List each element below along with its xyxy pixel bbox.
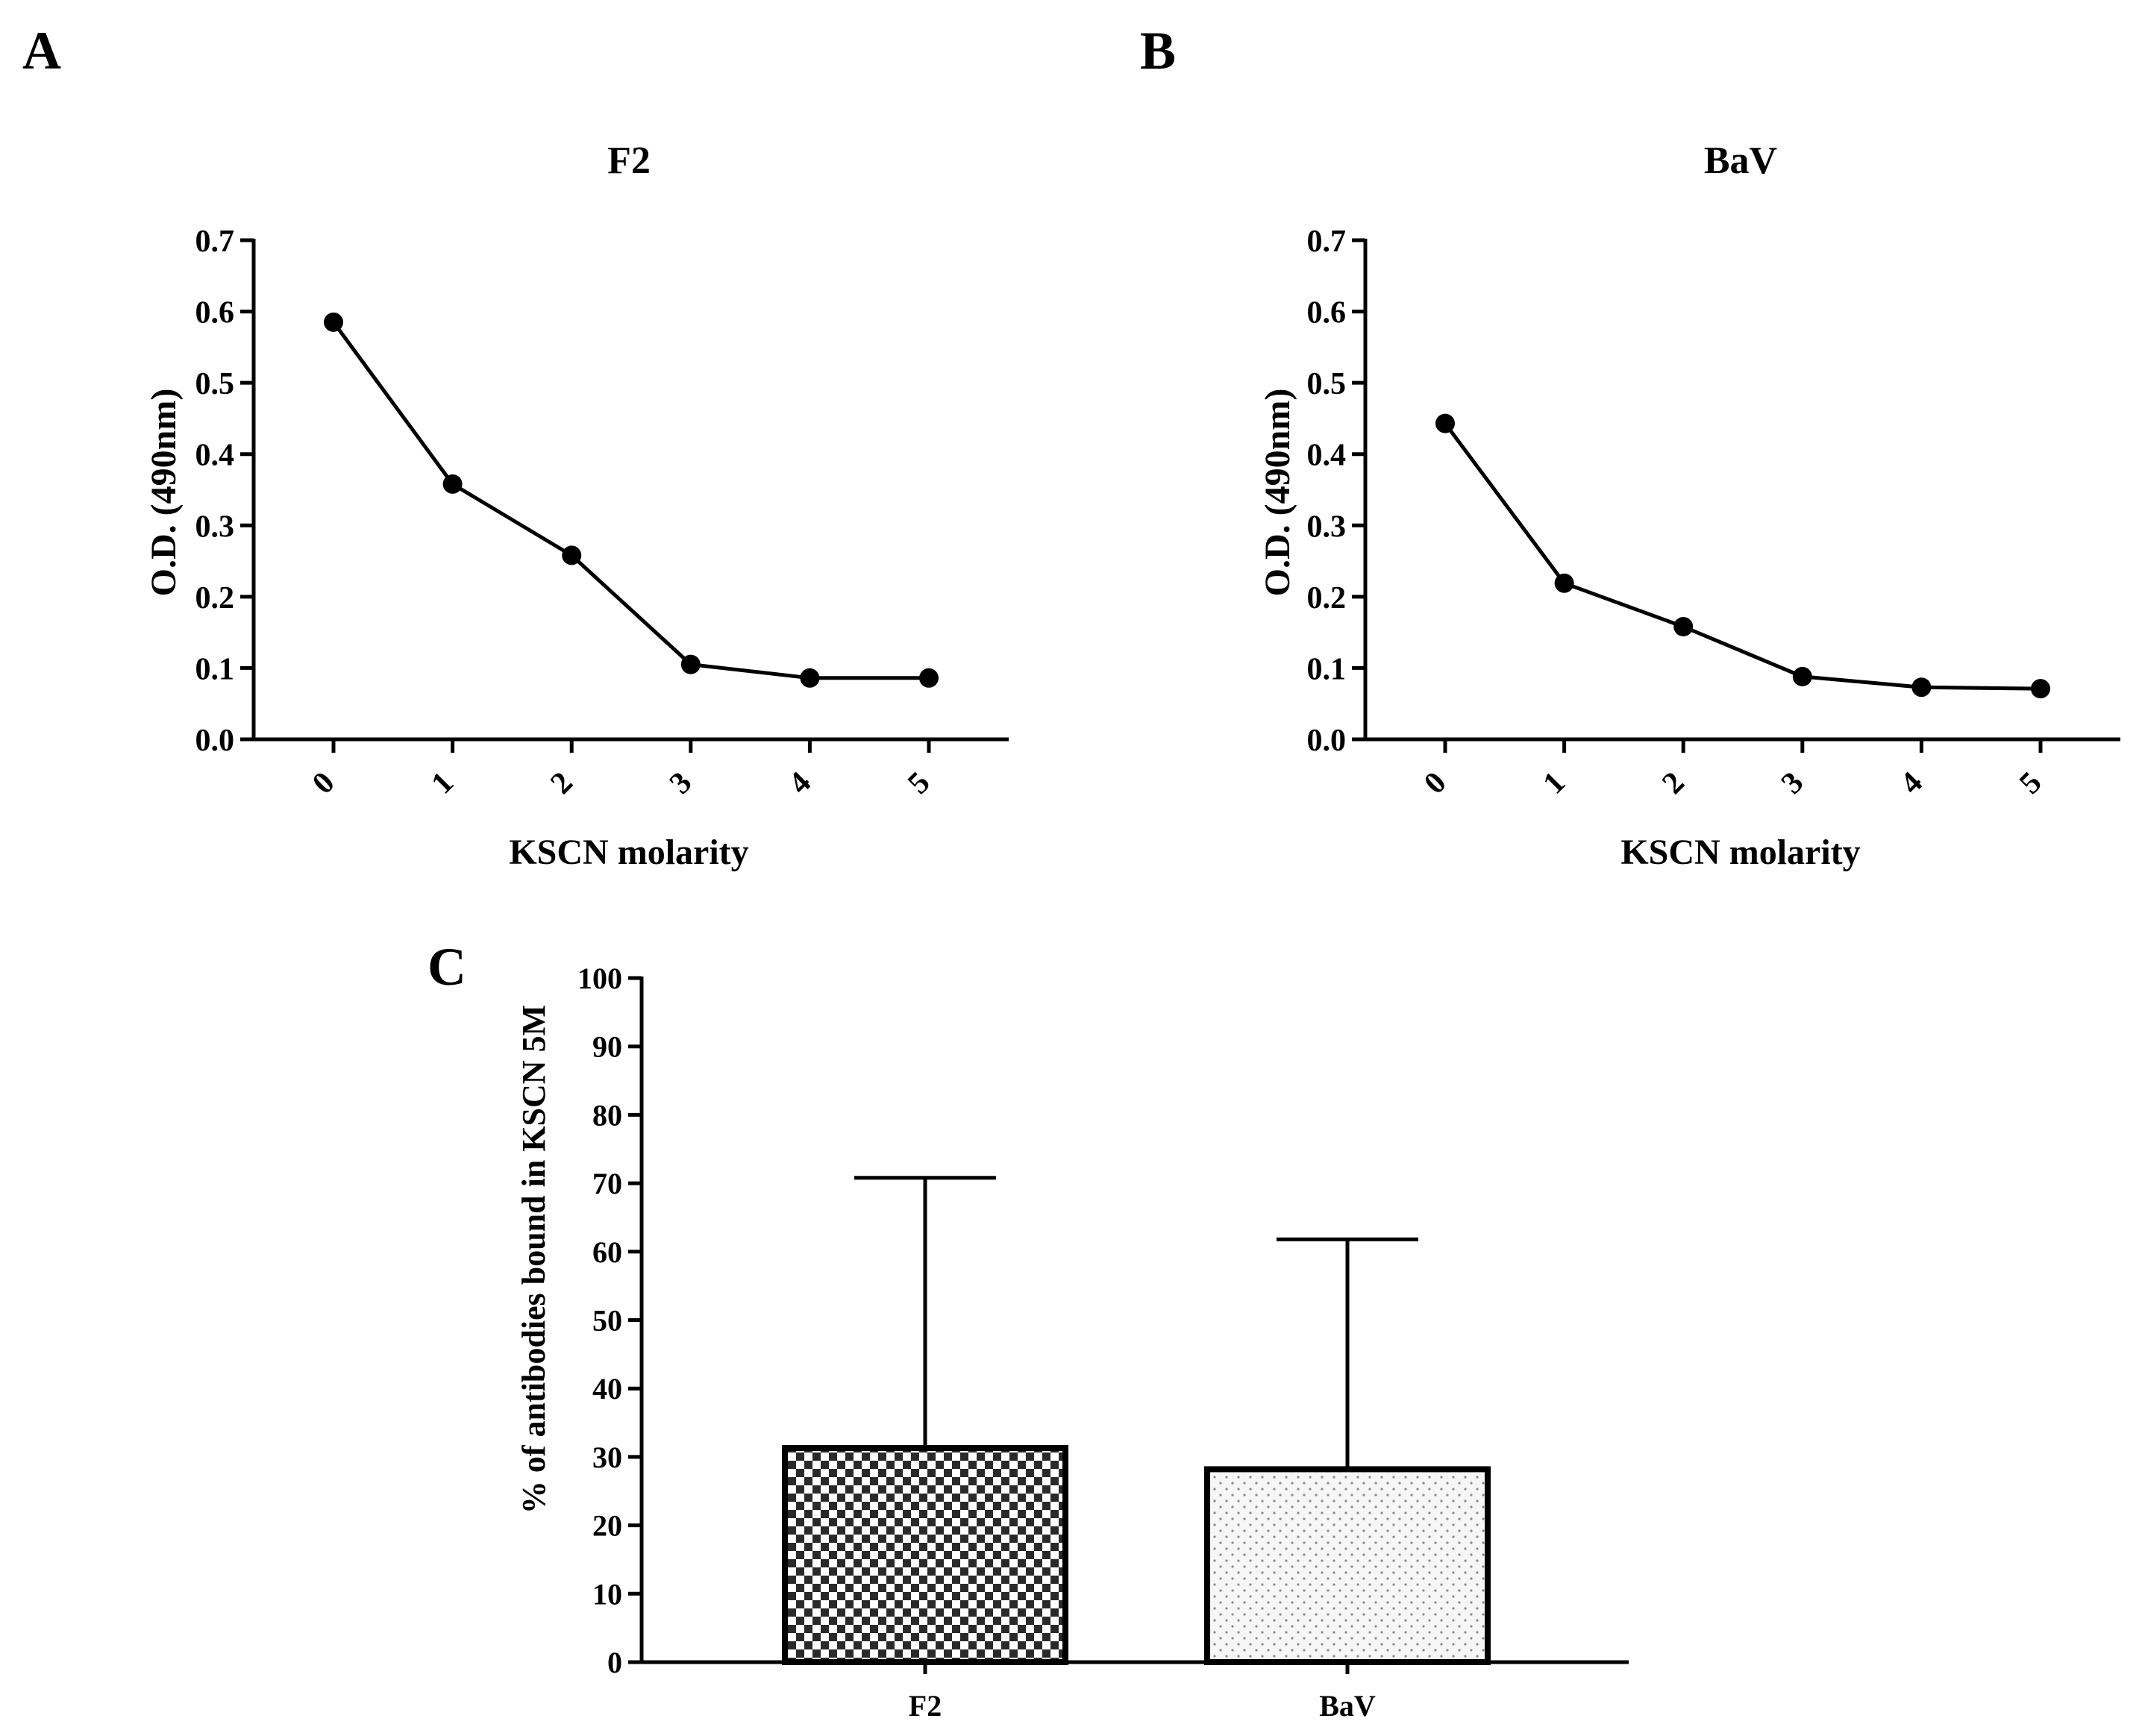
panel-label-c: C [428, 937, 466, 997]
chart-b-ylabel: O.D. (490nm) [1258, 389, 1297, 597]
chart-a-xlabel: KSCN molarity [509, 833, 748, 872]
chart-a-point [562, 545, 582, 565]
chart-b-series-line [1443, 422, 2041, 691]
chart-a-point [442, 474, 463, 494]
chart-a-point [680, 654, 701, 674]
chart-c-y-tick-label: 100 [577, 962, 622, 995]
chart-a-y-tick-label: 0.3 [195, 510, 235, 544]
chart-c-y-tick-label: 60 [592, 1235, 622, 1269]
chart-a-y-tick-label: 0.4 [195, 439, 235, 473]
chart-a-point [919, 668, 939, 688]
chart-c-y-tick-label: 50 [592, 1304, 622, 1338]
chart-a-x-tick-label: 0 [306, 765, 341, 800]
chart-b-y-tick-label: 0.0 [1307, 724, 1347, 758]
chart-b-y-tick-label: 0.4 [1307, 439, 1347, 473]
chart-a: F2 O.D. (490nm) KSCN molarity 0.0 0.1 0.2 0… [144, 140, 1009, 872]
chart-a-y-tick-label: 0.2 [195, 581, 235, 615]
chart-b-x-tick-label: 3 [1775, 765, 1810, 800]
chart-c-y-tick-label: 70 [592, 1167, 622, 1200]
chart-c-y-tick-label: 20 [592, 1509, 622, 1543]
chart-c-y-tick-label: 0 [607, 1646, 622, 1679]
chart-c: % of antibodies bound in KSCN 5M 0 10 20 30… [516, 962, 1629, 1723]
chart-b-y-tick-label: 0.3 [1307, 510, 1347, 544]
chart-a-x-tick-label: 2 [544, 765, 579, 800]
chart-b-x-tick-label: 0 [1418, 765, 1453, 800]
chart-c-y-tick-label: 10 [592, 1577, 622, 1611]
chart-c-bar-f2 [782, 1444, 1068, 1665]
chart-a-point [800, 668, 820, 688]
chart-b-point [1554, 573, 1574, 593]
chart-b-y-tick-label: 0.7 [1307, 225, 1347, 259]
chart-a-x-tick-label: 4 [783, 765, 818, 800]
chart-b-point [1435, 413, 1455, 433]
chart-b-y-tick-label: 0.1 [1307, 652, 1347, 686]
chart-b-point [1792, 666, 1812, 686]
chart-c-y-tick-label: 80 [592, 1098, 622, 1132]
panel-label-b: B [1140, 21, 1176, 81]
chart-c-ylabel: % of antibodies bound in KSCN 5M [516, 1005, 552, 1514]
chart-b-x-tick-label: 2 [1656, 765, 1691, 800]
chart-b-xlabel: KSCN molarity [1620, 833, 1860, 872]
chart-c-bar-bav [1204, 1466, 1491, 1665]
chart-a-x-tick-label: 5 [901, 765, 936, 800]
chart-a-y-tick-label: 0.1 [195, 652, 235, 686]
chart-b-point [1673, 616, 1694, 636]
chart-a-ylabel: O.D. (490nm) [144, 389, 184, 597]
chart-c-y-tick-label: 30 [592, 1441, 622, 1474]
chart-a-x-tick-label: 3 [663, 765, 698, 800]
chart-c-x-tick-label: F2 [909, 1689, 942, 1723]
chart-c-x-tick-label: BaV [1319, 1689, 1376, 1723]
chart-a-y-tick-label: 0.0 [195, 724, 235, 758]
chart-b-y-tick-label: 0.6 [1307, 296, 1347, 330]
chart-a-title: F2 [607, 140, 651, 182]
chart-b-y-tick-label: 0.2 [1307, 581, 1347, 615]
chart-b-x-tick-label: 1 [1537, 765, 1572, 800]
chart-b-point [2031, 679, 2050, 699]
panel-label-a: A [22, 21, 61, 81]
chart-c-y-tick-label: 90 [592, 1030, 622, 1064]
chart-a-point [324, 312, 343, 332]
chart-b-x-tick-label: 5 [2013, 765, 2048, 800]
chart-a-y-tick-label: 0.6 [195, 296, 235, 330]
chart-a-series-line [331, 321, 929, 680]
chart-b: BaV O.D. (490nm) KSCN molarity 0.0 0.1 0.2… [1258, 140, 2120, 872]
chart-b-title: BaV [1704, 140, 1777, 182]
chart-a-x-tick-label: 1 [425, 765, 460, 800]
chart-c-y-tick-label: 40 [592, 1372, 622, 1406]
chart-a-y-tick-label: 0.5 [195, 367, 235, 401]
chart-b-y-tick-label: 0.5 [1307, 367, 1347, 401]
chart-a-y-tick-label: 0.7 [195, 225, 235, 259]
chart-b-point [1911, 677, 1932, 698]
chart-b-x-tick-label: 4 [1894, 765, 1929, 800]
